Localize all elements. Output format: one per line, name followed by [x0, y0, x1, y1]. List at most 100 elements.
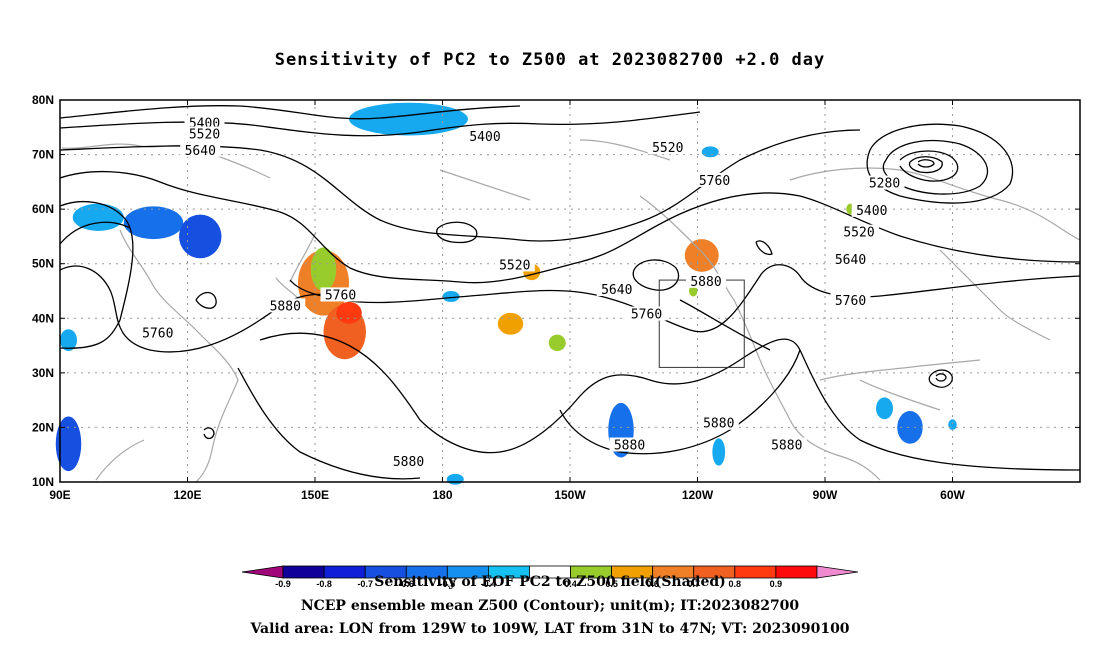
- lon-tick-label: 120W: [682, 488, 714, 502]
- z500-contour: [237, 367, 421, 480]
- contour-label-bg: [465, 129, 505, 144]
- contour-label-bg: [647, 140, 688, 155]
- lon-tick-label: 150E: [301, 488, 329, 502]
- coastline: [789, 167, 1081, 241]
- lat-tick-label: 50N: [32, 257, 54, 271]
- contour-label: 5880: [270, 299, 301, 314]
- shaded-region: [179, 214, 222, 259]
- lat-tick-label: 70N: [32, 148, 54, 162]
- contour-label: 5640: [185, 144, 216, 159]
- shaded-region: [60, 329, 77, 352]
- z500-contour: [289, 264, 1081, 333]
- contour-label: 5520: [499, 258, 530, 273]
- lon-tick-label: 60W: [940, 488, 965, 502]
- colorbar-label: 0.4: [564, 579, 577, 589]
- contour-label-bg: [265, 298, 306, 313]
- shaded-region: [948, 419, 957, 431]
- contour-label-bg: [320, 287, 361, 302]
- shaded-region: [548, 334, 566, 352]
- colorbar-arrow-right: [816, 565, 859, 579]
- z500-contour: [436, 221, 478, 244]
- contour-label-bg: [851, 202, 892, 217]
- contour-label: 5880: [771, 439, 802, 454]
- contour-label-bg: [184, 115, 225, 130]
- contour-label: 5400: [469, 130, 500, 145]
- colorbar-label: -0.5: [440, 579, 456, 589]
- contour-label-bg: [180, 142, 221, 157]
- contour-label: 5760: [835, 294, 866, 309]
- contour-label: 5520: [189, 127, 220, 142]
- shaded-region: [446, 473, 464, 485]
- contour-label-bg: [694, 172, 735, 187]
- shaded-region: [876, 397, 893, 420]
- contour-label-bg: [137, 325, 178, 340]
- z500-contour: [59, 129, 861, 242]
- contour-label: 5520: [652, 141, 683, 156]
- colorbar-label: 0.7: [687, 579, 700, 589]
- shaded-region: [310, 247, 337, 291]
- shaded-region: [336, 301, 362, 324]
- contour-label-bg: [494, 257, 535, 272]
- z500-contour: [908, 156, 943, 174]
- lon-tick-label: 120E: [173, 488, 201, 502]
- lat-tick-label: 40N: [32, 311, 54, 325]
- contour-label: 5760: [699, 174, 730, 189]
- contour-label: 5640: [835, 253, 866, 268]
- z500-contours: [59, 105, 1081, 480]
- z500-contour: [195, 291, 217, 309]
- shaded-region: [712, 438, 726, 466]
- shaded-region: [497, 312, 524, 335]
- z500-contour: [866, 123, 1014, 204]
- caption-contour: NCEP ensemble mean Z500 (Contour); unit(…: [300, 598, 800, 614]
- lon-tick-label: 180: [432, 488, 452, 502]
- shaded-region: [442, 291, 460, 302]
- z500-contour: [203, 427, 215, 440]
- contour-label: 5640: [601, 283, 632, 298]
- z500-contour: [559, 349, 801, 455]
- colorbar-label: 0.6: [646, 579, 659, 589]
- contour-label-bg: [609, 437, 650, 452]
- shaded-region: [684, 239, 719, 272]
- contour-label-bg: [626, 306, 667, 321]
- contour-label: 5520: [843, 226, 874, 241]
- lat-tick-label: 60N: [32, 202, 54, 216]
- z500-contour: [259, 332, 1081, 471]
- lat-tick-label: 30N: [32, 366, 54, 380]
- lon-tick-label: 90W: [813, 488, 838, 502]
- contour-label-bg: [830, 292, 871, 307]
- shaded-region: [689, 285, 698, 297]
- coastline: [819, 359, 981, 381]
- shaded-region: [897, 411, 923, 444]
- contour-label-bg: [839, 224, 879, 239]
- colorbar-label: -0.7: [357, 579, 373, 589]
- contour-label-bg: [184, 126, 225, 141]
- z500-contour: [679, 299, 771, 351]
- contour-label-bg: [388, 453, 429, 468]
- lon-tick-label: 90E: [49, 488, 70, 502]
- contour-label: 5880: [703, 417, 734, 432]
- colorbar-label: -0.8: [316, 579, 332, 589]
- contour-label-bg: [686, 273, 726, 288]
- contour-label: 5880: [614, 439, 645, 454]
- colorbar-label: -0.6: [399, 579, 415, 589]
- z500-contour: [59, 105, 521, 120]
- contour-label-bg: [766, 437, 807, 452]
- contour-label-bg: [830, 251, 871, 266]
- colorbar-label: -0.9: [275, 579, 291, 589]
- coastline: [579, 139, 671, 161]
- z500-contour: [632, 259, 680, 291]
- z500-contour: [59, 200, 134, 349]
- contour-label: 5760: [325, 288, 356, 303]
- contour-label: 5760: [631, 308, 662, 323]
- coastline: [859, 379, 941, 411]
- lat-tick-label: 80N: [32, 93, 54, 107]
- lat-tick-label: 20N: [32, 420, 54, 434]
- contour-label: 5280: [869, 177, 900, 192]
- shaded-region: [349, 102, 468, 136]
- lat-tick-label: 10N: [32, 475, 54, 489]
- colorbar: -0.9 -0.8 -0.7 -0.6 -0.5 -0.4 0.4 0.5 0.6 0.7 0.8 0…: [241, 565, 859, 589]
- colorbar-label: 0.8: [729, 579, 742, 589]
- coastlines: [61, 139, 1081, 483]
